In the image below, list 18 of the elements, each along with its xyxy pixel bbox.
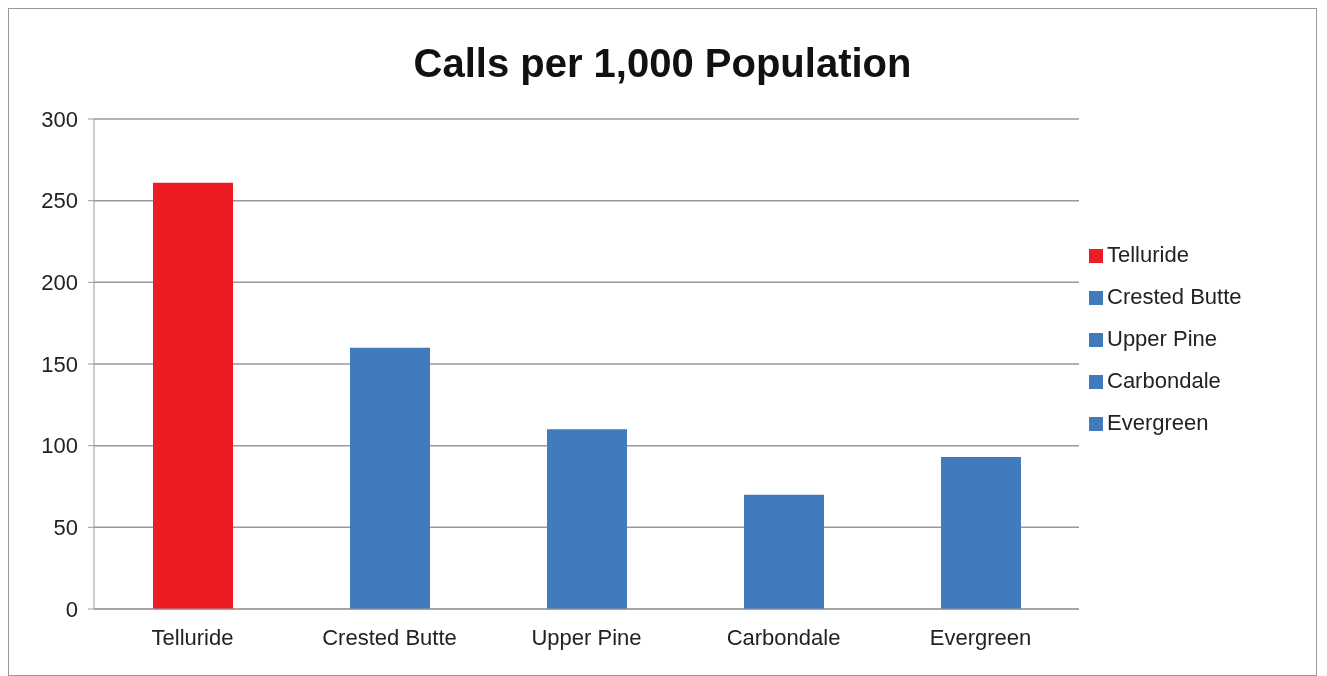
chart-title: Calls per 1,000 Population (412, 41, 913, 86)
legend-label: Evergreen (1107, 410, 1209, 435)
y-tick-label: 50 (53, 515, 78, 541)
x-tick-label: Telluride (151, 624, 234, 650)
y-tick-label: 150 (41, 351, 78, 377)
y-tick-label: 0 (65, 596, 78, 622)
y-tick-label: 200 (41, 270, 78, 296)
x-tick-label: Upper Pine (531, 624, 642, 650)
x-tick-label: Evergreen (929, 624, 1032, 650)
legend-label: Upper Pine (1107, 326, 1218, 351)
legend-label: Telluride (1107, 242, 1189, 267)
y-tick-label: 250 (41, 188, 78, 214)
legend-label: Crested Butte (1107, 284, 1242, 309)
x-tick-label: Carbondale (726, 624, 841, 650)
legend-label: Carbondale (1107, 368, 1221, 393)
y-tick-label: 300 (41, 106, 78, 132)
y-tick-label: 100 (41, 433, 78, 459)
x-tick-label: Crested Butte (322, 624, 457, 650)
